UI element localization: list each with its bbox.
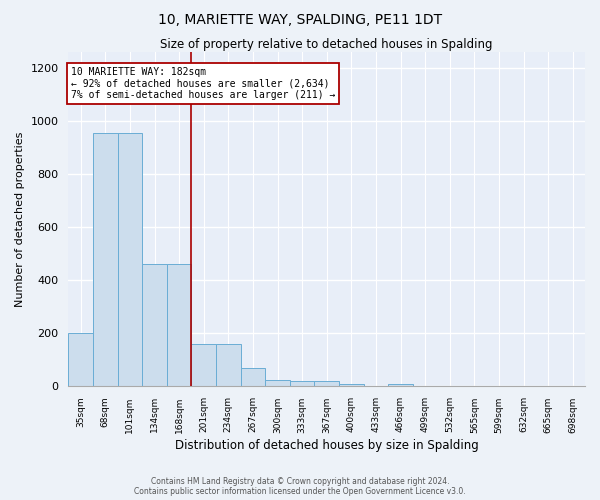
Text: 10 MARIETTE WAY: 182sqm
← 92% of detached houses are smaller (2,634)
7% of semi-: 10 MARIETTE WAY: 182sqm ← 92% of detache…	[71, 66, 335, 100]
Bar	[167, 264, 191, 386]
Bar	[241, 368, 265, 386]
Bar	[388, 384, 413, 386]
Bar	[142, 264, 167, 386]
Bar	[339, 384, 364, 386]
Bar	[93, 132, 118, 386]
X-axis label: Distribution of detached houses by size in Spalding: Distribution of detached houses by size …	[175, 440, 479, 452]
Y-axis label: Number of detached properties: Number of detached properties	[15, 132, 25, 306]
Bar	[314, 381, 339, 386]
Bar	[216, 344, 241, 387]
Title: Size of property relative to detached houses in Spalding: Size of property relative to detached ho…	[160, 38, 493, 51]
Bar	[118, 132, 142, 386]
Bar	[265, 380, 290, 386]
Bar	[191, 344, 216, 387]
Bar	[290, 381, 314, 386]
Text: 10, MARIETTE WAY, SPALDING, PE11 1DT: 10, MARIETTE WAY, SPALDING, PE11 1DT	[158, 12, 442, 26]
Text: Contains HM Land Registry data © Crown copyright and database right 2024.
Contai: Contains HM Land Registry data © Crown c…	[134, 476, 466, 496]
Bar	[68, 334, 93, 386]
